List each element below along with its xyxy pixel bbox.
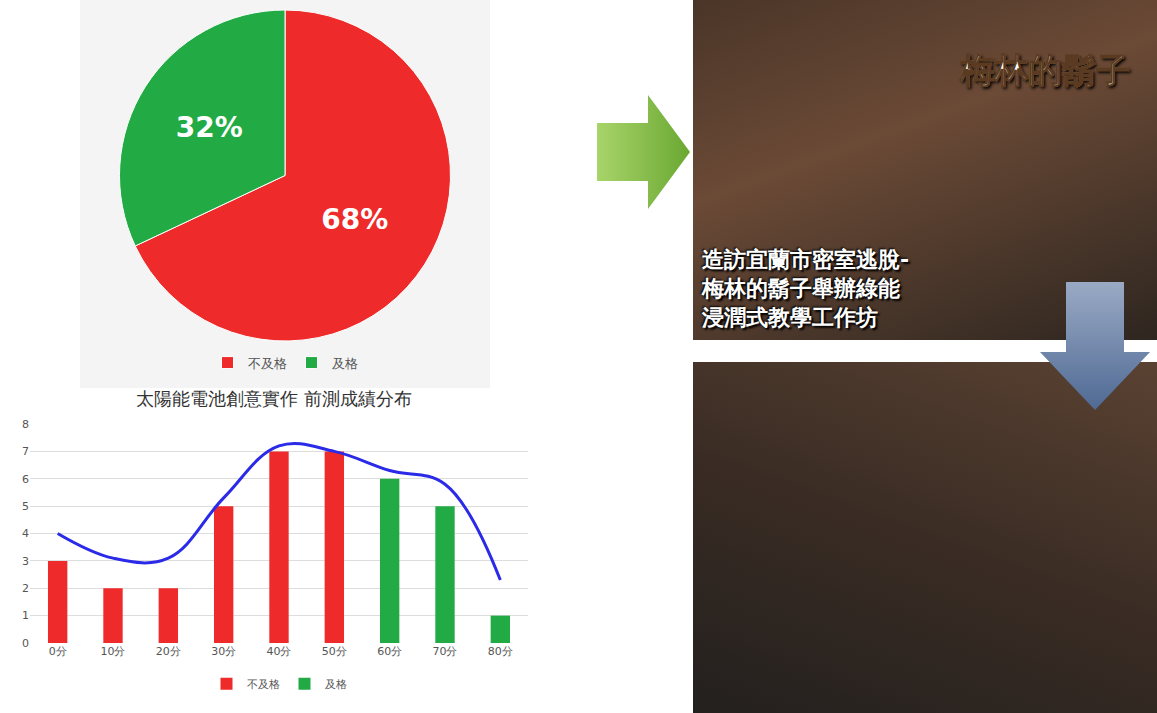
svg-text:1: 1: [22, 609, 29, 622]
svg-text:2: 2: [22, 582, 29, 595]
svg-text:30分: 30分: [211, 645, 236, 658]
svg-text:8: 8: [22, 418, 29, 431]
html-text:梅林的鬍子舉辦綠能: 梅林的鬍子舉辦綠能: [702, 276, 900, 301]
svg-text:不及格: 不及格: [248, 356, 287, 371]
html-text:造訪宜蘭市密室逃脫-: 造訪宜蘭市密室逃脫-: [702, 247, 910, 272]
svg-text:68%: 68%: [321, 203, 388, 236]
svg-text:太陽能電池創意實作 前測成績分布: 太陽能電池創意實作 前測成績分布: [136, 388, 412, 409]
svg-text:不及格: 不及格: [247, 678, 280, 691]
svg-text:32%: 32%: [176, 111, 243, 144]
svg-text:6: 6: [22, 473, 29, 486]
svg-text:及格: 及格: [325, 678, 347, 691]
svg-text:40分: 40分: [267, 645, 292, 658]
html-text:浸潤式教學工作坊: 浸潤式教學工作坊: [702, 305, 878, 330]
svg-text:5: 5: [22, 500, 29, 513]
svg-text:60分: 60分: [377, 645, 402, 658]
svg-text:3: 3: [22, 555, 29, 568]
svg-text:70分: 70分: [433, 645, 458, 658]
svg-text:0分: 0分: [49, 645, 67, 658]
svg-text:0: 0: [22, 637, 29, 650]
svg-text:20分: 20分: [156, 645, 181, 658]
svg-text:10分: 10分: [101, 645, 126, 658]
svg-text:7: 7: [22, 445, 29, 458]
svg-text:及格: 及格: [332, 356, 358, 371]
svg-text:50分: 50分: [322, 645, 347, 658]
html-text:梅林的鬍子: 梅林的鬍子: [960, 50, 1130, 90]
svg-text:4: 4: [22, 527, 29, 540]
svg-text:80分: 80分: [488, 645, 513, 658]
